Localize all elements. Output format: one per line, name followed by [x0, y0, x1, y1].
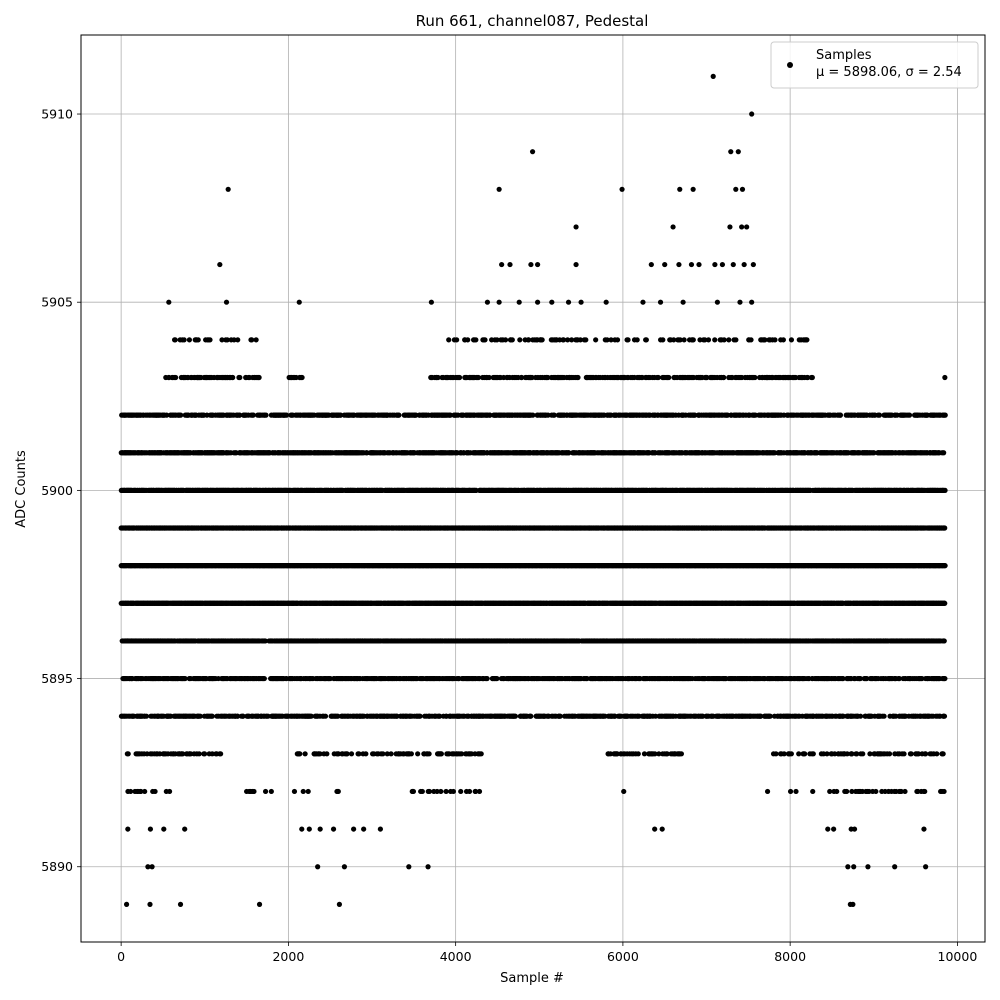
sample-point [942, 600, 948, 606]
sample-point [942, 525, 948, 531]
sample-point [942, 563, 948, 569]
chart-title: Run 661, channel087, Pedestal [416, 12, 649, 30]
sample-point [941, 638, 947, 644]
scatter-points [118, 73, 948, 907]
